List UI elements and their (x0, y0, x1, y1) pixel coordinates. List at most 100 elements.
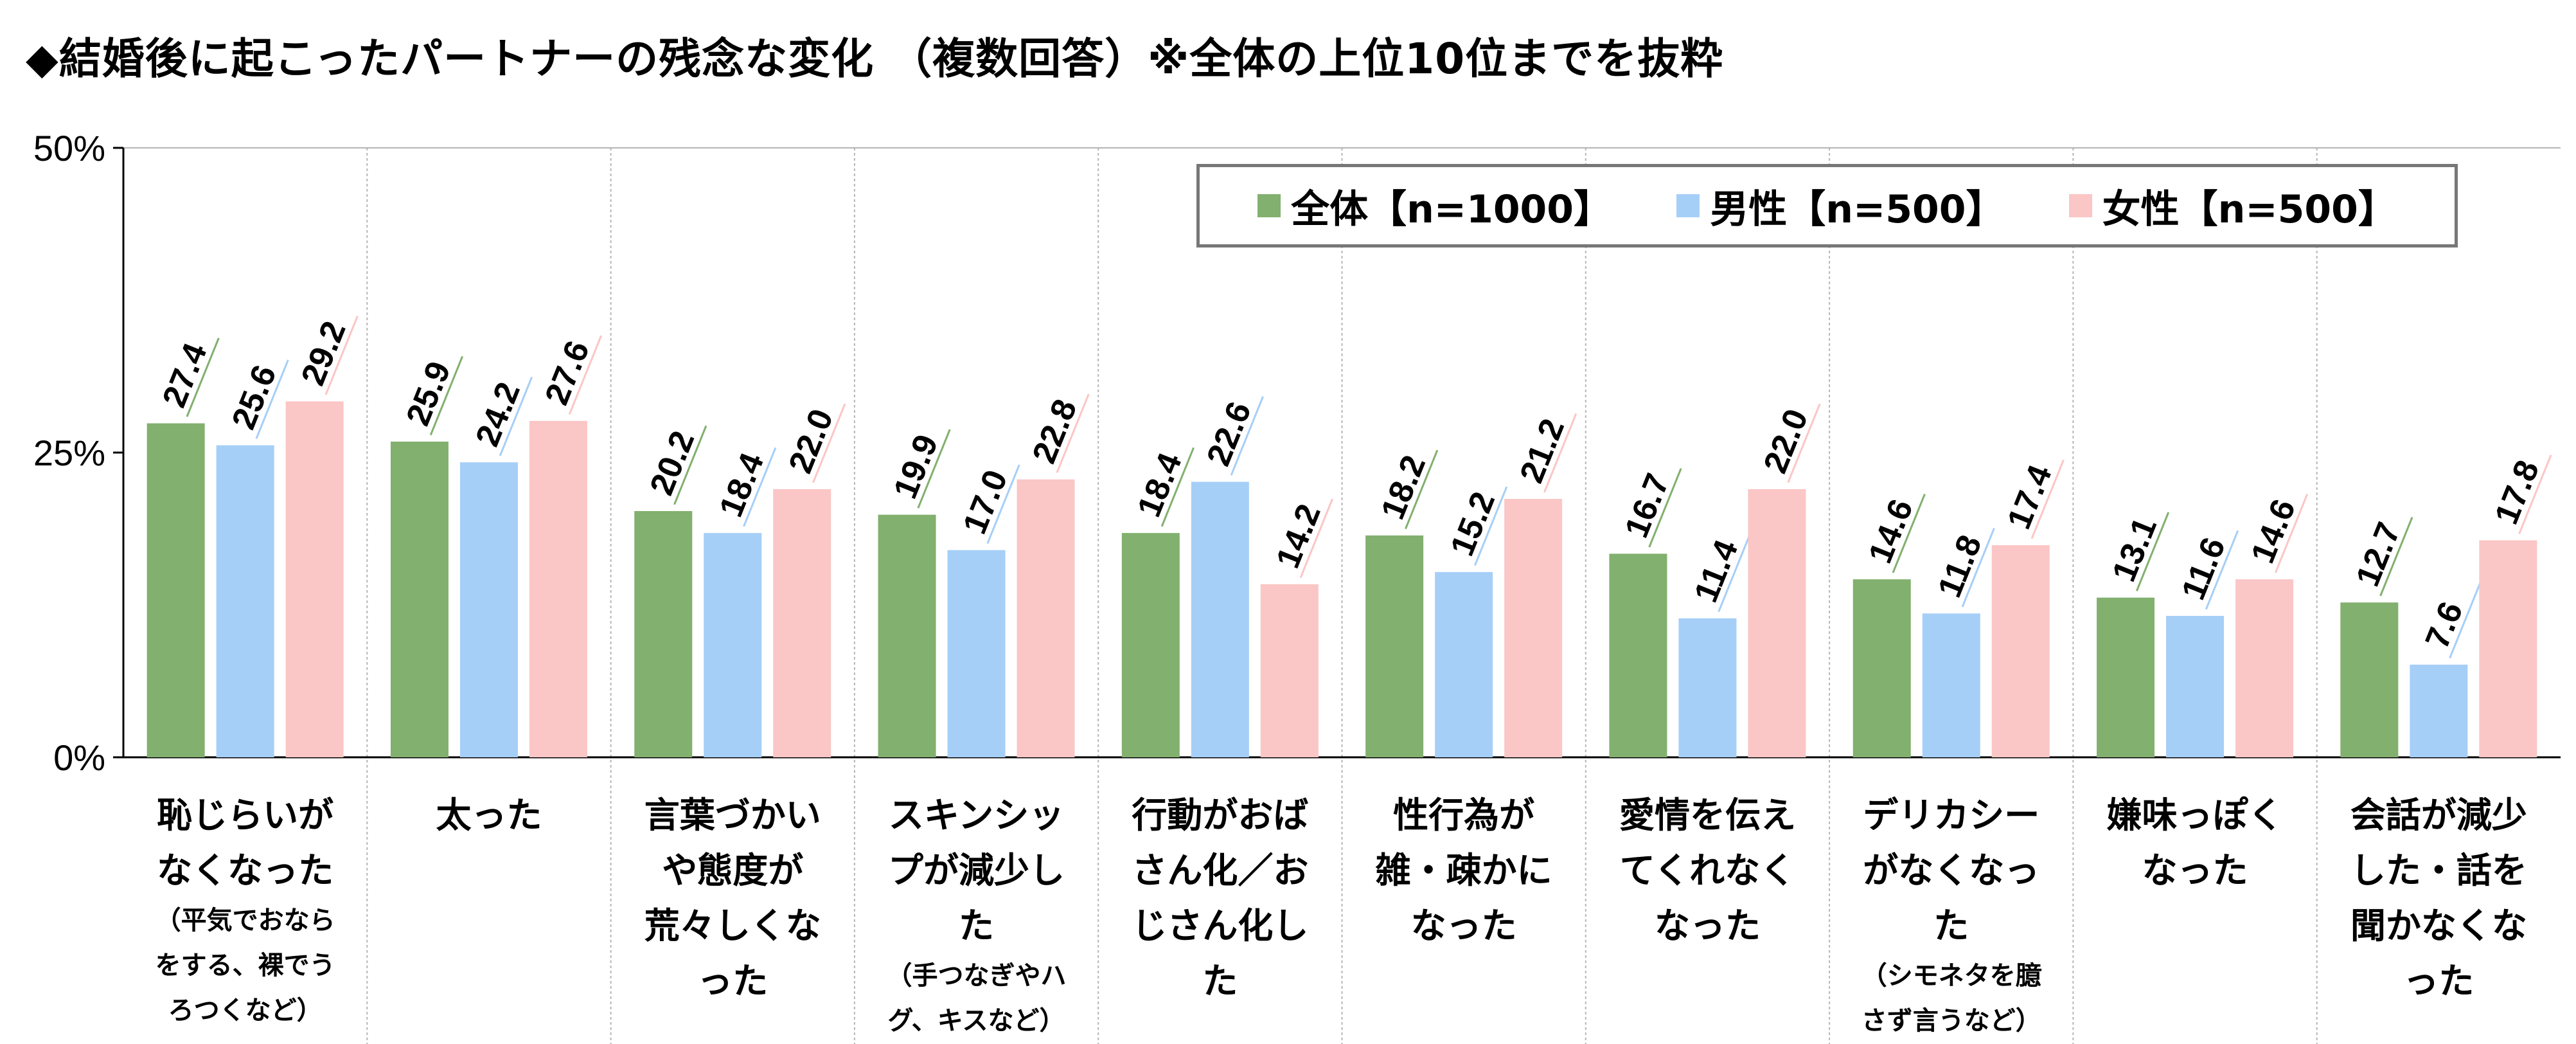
category-label: 会話が減少した・話を聞かなくなった (2336, 788, 2541, 1009)
legend-item: 全体【n=1000】 (1257, 178, 1612, 234)
value-label-underline (255, 359, 289, 439)
bar-value-label: 11.8 (1931, 528, 1995, 608)
chart-title: ◆結婚後に起こったパートナーの残念な変化 （複数回答）※全体の上位10位までを抜… (26, 34, 1724, 84)
value-label-text: 18.4 (1130, 448, 1189, 523)
category-label-main: 性行為が雑・疎かになった (1375, 795, 1552, 946)
value-label-underline (2449, 579, 2483, 659)
category-label-sub: （シモネタを臆さず言うなど） (1861, 961, 2041, 1036)
value-label-text: 14.2 (1269, 499, 1328, 573)
bar-value-label: 14.6 (1861, 493, 1926, 573)
value-label-underline (1474, 486, 1508, 566)
bar-value-label: 24.2 (468, 376, 533, 456)
value-label-text: 25.9 (399, 356, 458, 431)
legend-item: 男性【n=500】 (1676, 178, 2004, 234)
legend-swatch (1676, 194, 1700, 217)
value-label-text: 15.2 (1443, 487, 1502, 561)
bar (390, 441, 449, 757)
value-label-underline (1299, 498, 1333, 579)
value-label-underline (2135, 512, 2170, 591)
bar (2340, 602, 2399, 757)
bar (216, 445, 274, 757)
value-label-text: 22.8 (1026, 394, 1085, 469)
legend-swatch (1257, 194, 1281, 217)
bar (1504, 499, 1563, 757)
bar-value-label: 17.0 (956, 464, 1020, 544)
y-tick-label: 50% (33, 128, 105, 168)
bar-value-label: 16.7 (1618, 468, 1682, 548)
value-label-underline (812, 403, 846, 483)
value-label-underline (1160, 447, 1195, 527)
value-label-underline (2030, 459, 2065, 539)
bar (2410, 664, 2468, 757)
value-label-underline (2205, 530, 2239, 610)
value-label-text: 22.6 (1200, 397, 1259, 471)
bar-value-label: 21.2 (1513, 413, 1577, 493)
legend-label: 女性【n=500】 (2102, 186, 2397, 232)
bar (1991, 545, 2050, 757)
bar-value-label: 27.4 (155, 338, 220, 417)
bar (1017, 479, 1075, 757)
value-label-text: 12.7 (2349, 518, 2408, 592)
bar-value-label: 14.2 (1269, 498, 1333, 579)
bar (1609, 554, 1667, 757)
bar-value-label: 25.6 (225, 359, 289, 439)
bar (1748, 489, 1806, 757)
bar (947, 550, 1006, 757)
value-label-underline (986, 464, 1020, 544)
category-label: 恥じらいがなくなった （平気でおならをする、裸でうろつくなど） (143, 788, 348, 1033)
value-label-underline (1648, 468, 1682, 548)
bar (2166, 616, 2225, 757)
category-label-main: 行動がおばさん化／おじさん化した (1132, 795, 1309, 1002)
bar-value-label: 13.1 (2105, 512, 2170, 591)
category-label: 愛情を伝えてくれなくなった (1605, 788, 1810, 953)
value-label-underline (568, 335, 603, 415)
bar-value-label: 22.0 (1757, 403, 1821, 483)
value-label-underline (1543, 413, 1577, 493)
value-label-underline (2379, 517, 2413, 597)
category-label-main: 会話が減少した・話を聞かなくなった (2350, 795, 2527, 1002)
bar (1260, 584, 1319, 757)
bar-value-label: 25.9 (399, 356, 464, 436)
bar-value-label: 18.2 (1374, 449, 1439, 530)
category-label: デリカシーがなくなった （シモネタを臆さず言うなど） (1849, 788, 2054, 1043)
legend-label: 全体【n=1000】 (1291, 186, 1613, 232)
value-label-underline (1892, 493, 1926, 573)
bar-value-label: 22.0 (782, 403, 846, 483)
category-label: 太った (386, 788, 591, 843)
bar (2097, 597, 2155, 757)
bar (147, 423, 205, 757)
category-label-main: 太った (436, 795, 542, 836)
value-label-text: 27.4 (155, 338, 215, 413)
y-tick-label: 0% (53, 737, 105, 778)
bar (704, 533, 762, 757)
value-label-underline (324, 316, 359, 395)
value-label-text: 17.0 (956, 465, 1015, 539)
value-label-text: 17.8 (2488, 455, 2547, 530)
value-label-underline (2518, 455, 2552, 534)
value-label-underline (1405, 449, 1439, 530)
category-label: 嫌味っぽくなった (2092, 788, 2297, 898)
bar-value-label: 18.4 (713, 447, 777, 527)
bar-value-label: 17.8 (2488, 455, 2552, 534)
bar-value-label: 17.4 (2000, 459, 2065, 539)
value-label-text: 22.0 (1757, 404, 1816, 478)
bar-value-label: 19.9 (887, 429, 951, 509)
value-label-text: 18.4 (713, 448, 772, 523)
bar (1678, 618, 1737, 757)
category-label-sub: （平気でおならをする、裸でうろつくなど） (155, 906, 335, 1025)
bar-value-label: 18.4 (1130, 447, 1195, 527)
value-label-text: 21.2 (1513, 414, 1572, 489)
bar (285, 401, 344, 757)
value-label-text: 22.0 (782, 404, 841, 478)
bar (459, 462, 518, 757)
value-label-text: 24.2 (468, 377, 528, 452)
value-label-text: 13.1 (2105, 512, 2164, 587)
value-label-text: 11.8 (1931, 530, 1989, 602)
legend-label: 男性【n=500】 (1710, 186, 2005, 232)
category-label-main: 恥じらいがなくなった (157, 795, 334, 891)
category-label: 性行為が雑・疎かになった (1362, 788, 1567, 953)
value-label-underline (1787, 403, 1821, 483)
value-label-underline (1230, 396, 1264, 476)
bar (1852, 579, 1911, 757)
